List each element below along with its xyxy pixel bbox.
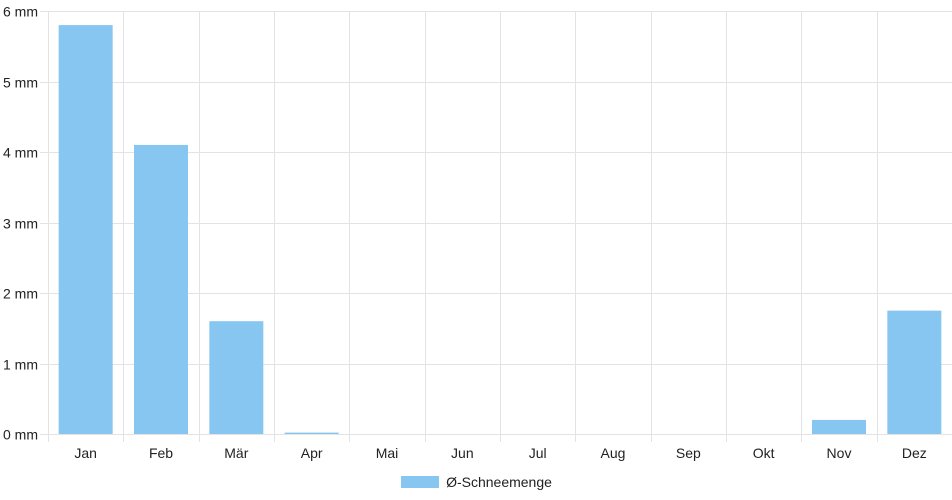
x-tick-label: Jul — [529, 445, 547, 461]
y-tick-label: 3 mm — [3, 216, 38, 232]
bar — [812, 419, 866, 434]
bars — [58, 25, 942, 434]
x-tick-label: Jan — [74, 445, 97, 461]
y-tick-label: 6 mm — [3, 4, 38, 20]
y-tick-label: 4 mm — [3, 145, 38, 161]
x-axis-labels: Jan Feb Mär Apr Mai Jun Jul Aug Sep Okt Nov Dez — [74, 445, 926, 461]
y-tick-label: 0 mm — [3, 427, 38, 443]
bar-chart-svg: 0 mm 1 mm 2 mm 3 mm 4 mm 5 mm 6 mm Jan Feb Mär Ap… — [3, 4, 952, 461]
x-tick-label: Mai — [376, 445, 399, 461]
legend-swatch — [400, 475, 441, 489]
legend-label: Ø-Schneemenge — [446, 474, 552, 490]
legend-item[interactable]: Ø-Schneemenge — [400, 474, 552, 490]
bar — [134, 144, 188, 434]
y-tick-label: 1 mm — [3, 357, 38, 373]
y-tick-label: 2 mm — [3, 286, 38, 302]
y-tick-label: 5 mm — [3, 75, 38, 91]
legend: Ø-Schneemenge — [0, 471, 952, 493]
bar — [58, 25, 113, 434]
y-axis-labels: 0 mm 1 mm 2 mm 3 mm 4 mm 5 mm 6 mm — [3, 4, 38, 443]
x-tick-label: Mär — [224, 445, 248, 461]
grid — [40, 11, 952, 442]
x-tick-label: Feb — [149, 445, 173, 461]
x-tick-label: Aug — [601, 445, 626, 461]
x-tick-label: Dez — [902, 445, 927, 461]
bar — [887, 310, 942, 434]
bar — [209, 321, 264, 434]
x-tick-label: Okt — [753, 445, 775, 461]
x-tick-label: Jun — [451, 445, 474, 461]
x-tick-label: Nov — [827, 445, 852, 461]
x-tick-label: Sep — [676, 445, 701, 461]
bar — [284, 432, 339, 434]
x-tick-label: Apr — [301, 445, 323, 461]
